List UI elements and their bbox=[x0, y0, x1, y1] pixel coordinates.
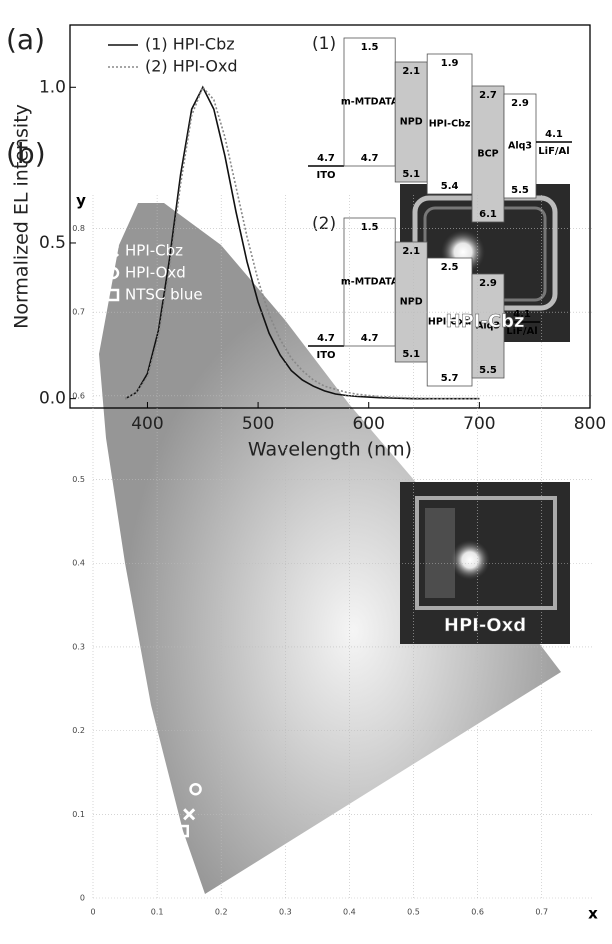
x-tick-label: 0.4 bbox=[343, 908, 356, 917]
level-value: 4.7 bbox=[317, 333, 335, 344]
level-value: 4.7 bbox=[317, 153, 335, 164]
data-point bbox=[176, 824, 189, 838]
y-tick-label: 1.0 bbox=[39, 77, 66, 97]
lumo-value: 2.7 bbox=[479, 90, 497, 101]
legend-label: NTSC blue bbox=[125, 286, 203, 304]
diagram-label: (2) bbox=[312, 214, 336, 234]
homo-value: 5.7 bbox=[441, 373, 459, 384]
x-tick-label: 0.6 bbox=[471, 908, 484, 917]
layer-box bbox=[426, 257, 473, 387]
photo-oxd bbox=[400, 482, 570, 644]
homo-value: 5.1 bbox=[402, 169, 420, 180]
x-axis-label: Wavelength (nm) bbox=[248, 439, 412, 461]
x-tick-label: 700 bbox=[463, 414, 495, 434]
layer-name: NPD bbox=[400, 117, 423, 128]
layer-name: m-MTDATA bbox=[341, 97, 399, 108]
legend-label: (2) HPI-Oxd bbox=[145, 57, 238, 76]
homo-value: 5.4 bbox=[441, 181, 459, 192]
legend-label: HPI-Cbz bbox=[125, 242, 183, 260]
y-tick-label: 0.5 bbox=[72, 475, 85, 484]
layer-name: LiF/Al bbox=[506, 326, 537, 337]
layer-box bbox=[503, 93, 537, 199]
x-tick-label: 600 bbox=[352, 414, 384, 434]
layer-name: BCP bbox=[477, 149, 498, 160]
y-tick-label: 0.4 bbox=[72, 559, 85, 568]
homo-value: 5.5 bbox=[511, 185, 529, 196]
x-tick-label: 500 bbox=[242, 414, 274, 434]
spectrum-line bbox=[124, 85, 480, 400]
x-tick-label: 0.2 bbox=[215, 908, 228, 917]
photo-caption: HPI-Cbz bbox=[446, 311, 525, 332]
plot-frame bbox=[69, 24, 591, 409]
legend-symbol bbox=[106, 266, 120, 280]
homo-value: 4.7 bbox=[361, 333, 379, 344]
photo-caption: HPI-Oxd bbox=[444, 615, 526, 636]
lumo-value: 2.5 bbox=[441, 262, 459, 273]
panel-label: (a) bbox=[6, 23, 45, 56]
homo-value: 4.7 bbox=[361, 153, 379, 164]
lumo-value: 1.5 bbox=[361, 42, 379, 53]
layer-name: HPI-Cbz bbox=[429, 119, 471, 130]
layer-name: ITO bbox=[316, 170, 335, 181]
y-tick-label: 0.5 bbox=[39, 233, 66, 253]
legend-symbol bbox=[106, 244, 120, 258]
layer-name: m-MTDATA bbox=[341, 277, 399, 288]
data-point bbox=[183, 808, 196, 821]
y-tick-label: 0.0 bbox=[39, 389, 66, 409]
y-axis-label: Normalized EL intensity bbox=[11, 104, 33, 329]
x-tick-label: 800 bbox=[574, 414, 606, 434]
y-tick-label: 0.6 bbox=[72, 391, 85, 400]
x-tick-label: 0 bbox=[90, 908, 95, 917]
cie-gamut bbox=[99, 203, 561, 894]
lumo-value: 1.5 bbox=[361, 222, 379, 233]
homo-value: 6.1 bbox=[479, 209, 497, 220]
layer-name: Alq3 bbox=[476, 321, 500, 332]
y-tick-label: 0.8 bbox=[72, 224, 85, 233]
lumo-value: 2.9 bbox=[511, 98, 529, 109]
legend-label: (1) HPI-Cbz bbox=[145, 35, 235, 54]
layer-name: NPD bbox=[400, 297, 423, 308]
homo-value: 5.5 bbox=[479, 365, 497, 376]
lumo-value: 2.9 bbox=[479, 278, 497, 289]
layer-box bbox=[343, 37, 396, 167]
data-point bbox=[189, 782, 202, 796]
homo-value: 5.1 bbox=[402, 349, 420, 360]
layer-name: Alq3 bbox=[508, 141, 532, 152]
layer-box bbox=[394, 61, 428, 183]
y-tick-label: 0.2 bbox=[72, 726, 85, 735]
lumo-value: 2.1 bbox=[402, 246, 420, 257]
x-axis-label: x bbox=[588, 905, 598, 923]
layer-box bbox=[426, 53, 473, 195]
y-tick-label: 0.1 bbox=[72, 810, 85, 819]
layer-box bbox=[471, 85, 505, 223]
x-tick-label: 0.3 bbox=[279, 908, 292, 917]
y-tick-label: 0.7 bbox=[72, 308, 85, 317]
diagram-label: (1) bbox=[312, 34, 336, 54]
layer-name: LiF/Al bbox=[538, 146, 569, 157]
x-tick-label: 0.7 bbox=[535, 908, 548, 917]
panel-label: (b) bbox=[6, 137, 46, 170]
layer-box bbox=[343, 217, 396, 347]
layer-name: HPI-Oxd bbox=[428, 317, 471, 328]
x-tick-label: 400 bbox=[131, 414, 163, 434]
y-axis-label: y bbox=[76, 192, 86, 210]
lumo-value: 2.1 bbox=[402, 66, 420, 77]
y-tick-label: 0 bbox=[80, 894, 85, 903]
level-value: 4.1 bbox=[513, 309, 531, 320]
layer-name: ITO bbox=[316, 350, 335, 361]
legend-label: HPI-Oxd bbox=[125, 264, 186, 282]
x-tick-label: 0.1 bbox=[151, 908, 164, 917]
lumo-value: 1.9 bbox=[441, 58, 459, 69]
legend-symbol bbox=[106, 288, 120, 302]
x-tick-label: 0.5 bbox=[407, 908, 420, 917]
y-tick-label: 0.3 bbox=[72, 642, 85, 651]
level-value: 4.1 bbox=[545, 129, 563, 140]
